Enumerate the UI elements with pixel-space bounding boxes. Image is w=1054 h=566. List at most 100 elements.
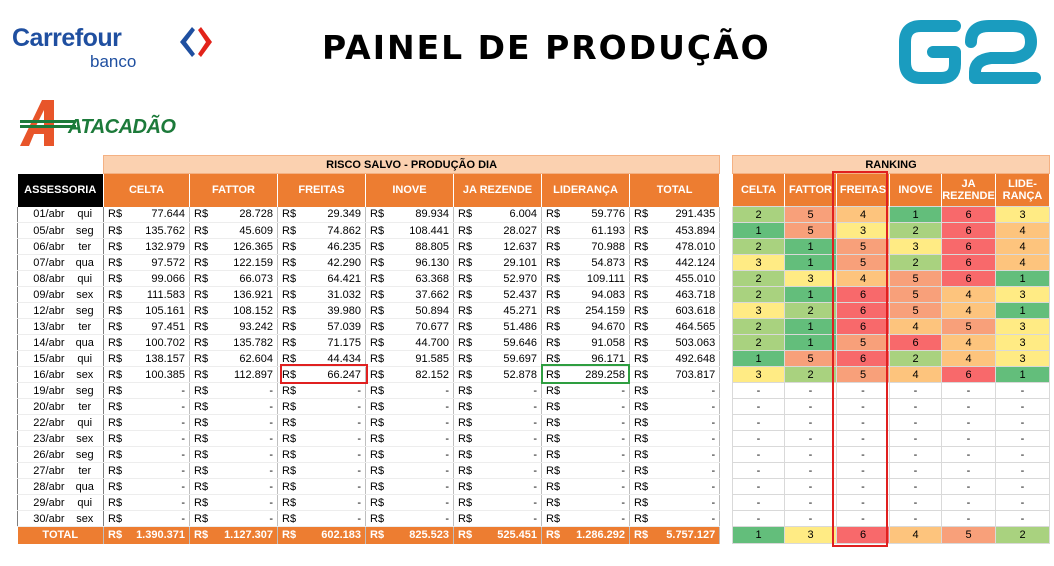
currency-label: R$ <box>541 318 562 335</box>
currency-label: R$ <box>629 238 650 255</box>
ranking-cell: - <box>732 382 785 399</box>
cell-value: - <box>209 430 278 447</box>
ranking-cell: 2 <box>732 270 785 287</box>
row-weekday: qua <box>66 254 104 271</box>
ranking-column-header: JA REZENDE <box>941 173 996 207</box>
ranking-cell: - <box>889 414 942 431</box>
ranking-cell: 4 <box>941 302 996 319</box>
currency-label: R$ <box>277 462 298 479</box>
currency-label: R$ <box>103 270 124 287</box>
cell-value: - <box>297 398 366 415</box>
cell-value: 91.585 <box>385 350 454 367</box>
cell-value: 96.171 <box>561 350 630 367</box>
cell-value: - <box>123 398 190 415</box>
row-weekday: seg <box>66 382 104 399</box>
ranking-cell: 4 <box>941 286 996 303</box>
currency-label: R$ <box>541 446 562 463</box>
currency-label: R$ <box>277 334 298 351</box>
cell-value: - <box>123 462 190 479</box>
cell-value: - <box>649 382 721 399</box>
currency-label: R$ <box>189 430 210 447</box>
currency-label: R$ <box>453 286 474 303</box>
row-weekday: sex <box>66 510 104 527</box>
ranking-cell: 2 <box>784 302 837 319</box>
table-row: 20/abr ter R$ - R$ - R$ - R$ - R$ - R$ - R$ - <box>17 398 721 415</box>
column-header: FREITAS <box>277 173 366 207</box>
ranking-cell: 5 <box>889 286 942 303</box>
currency-label: R$ <box>189 318 210 335</box>
cell-value: - <box>385 414 454 431</box>
cell-value: 91.058 <box>561 334 630 351</box>
cell-value: 50.894 <box>385 302 454 319</box>
currency-label: R$ <box>365 270 386 287</box>
currency-label: R$ <box>541 270 562 287</box>
row-date: 22/abr <box>17 414 67 431</box>
table-row: 09/abr sex R$ 111.583 R$ 136.921 R$ 31.032 R$ 37.… <box>17 286 721 303</box>
currency-label: R$ <box>365 398 386 415</box>
ranking-cell: - <box>889 478 942 495</box>
cell-value: - <box>297 510 366 527</box>
cell-value: 478.010 <box>649 238 721 255</box>
column-header: FATTOR <box>189 173 278 207</box>
ranking-cell: - <box>941 398 996 415</box>
currency-label: R$ <box>365 494 386 511</box>
ranking-cell: 4 <box>836 206 890 223</box>
ranking-cell: 2 <box>889 254 942 271</box>
column-header: LIDERANÇA <box>541 173 630 207</box>
currency-label: R$ <box>629 270 650 287</box>
cell-value: - <box>561 446 630 463</box>
production-table-title: RISCO SALVO - PRODUÇÃO DIA <box>102 155 721 174</box>
ranking-cell: 2 <box>732 238 785 255</box>
ranking-cell: 4 <box>941 334 996 351</box>
ranking-cell: - <box>732 510 785 527</box>
currency-label: R$ <box>365 462 386 479</box>
currency-label: R$ <box>277 302 298 319</box>
ranking-cell: 6 <box>836 350 890 367</box>
cell-value: 42.290 <box>297 254 366 271</box>
currency-label: R$ <box>103 238 124 255</box>
row-weekday: qui <box>66 206 104 223</box>
ranking-cell: - <box>784 414 837 431</box>
currency-label: R$ <box>189 334 210 351</box>
total-value: 602.183 <box>297 526 366 544</box>
cell-value: 136.921 <box>209 286 278 303</box>
row-weekday: ter <box>66 462 104 479</box>
carrefour-symbol-icon <box>180 27 212 57</box>
currency-label: R$ <box>277 478 298 495</box>
currency-label: R$ <box>541 238 562 255</box>
ranking-cell: - <box>732 446 785 463</box>
currency-label: R$ <box>189 350 210 367</box>
currency-label: R$ <box>629 462 650 479</box>
row-date: 12/abr <box>17 302 67 319</box>
row-weekday: seg <box>66 222 104 239</box>
currency-label: R$ <box>365 526 386 544</box>
row-date: 14/abr <box>17 334 67 351</box>
currency-label: R$ <box>189 270 210 287</box>
table-row: 19/abr seg R$ - R$ - R$ - R$ - R$ - R$ - R$ - <box>17 382 721 399</box>
currency-label: R$ <box>103 478 124 495</box>
cell-value: 52.878 <box>473 366 542 383</box>
ranking-cell: - <box>732 414 785 431</box>
ranking-cell: - <box>941 430 996 447</box>
cell-value: - <box>385 510 454 527</box>
cell-value: - <box>561 414 630 431</box>
currency-label: R$ <box>277 350 298 367</box>
currency-label: R$ <box>453 430 474 447</box>
ranking-cell: - <box>836 382 890 399</box>
ranking-cell: 5 <box>836 238 890 255</box>
ranking-cell: 2 <box>732 318 785 335</box>
production-table: RISCO SALVO - PRODUÇÃO DIA ASSESSORIA CE… <box>17 155 721 544</box>
currency-label: R$ <box>365 414 386 431</box>
cell-value: 138.157 <box>123 350 190 367</box>
currency-label: R$ <box>541 430 562 447</box>
cell-value: - <box>123 446 190 463</box>
cell-value: - <box>297 494 366 511</box>
currency-label: R$ <box>103 366 124 383</box>
row-weekday: qui <box>66 270 104 287</box>
ranking-column-header: FREITAS <box>836 173 890 207</box>
table-row: 27/abr ter R$ - R$ - R$ - R$ - R$ - R$ - R$ - <box>17 462 721 479</box>
